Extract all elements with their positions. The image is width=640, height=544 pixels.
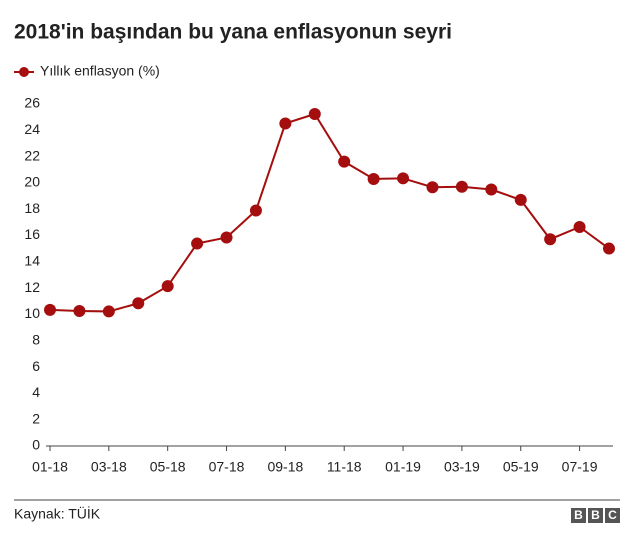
y-tick-label: 16 <box>24 226 40 242</box>
y-tick-label: 26 <box>24 95 40 111</box>
y-tick-label: 18 <box>24 200 40 216</box>
marker <box>573 220 586 233</box>
x-tick-label: 11-18 <box>327 459 362 475</box>
logo-box <box>605 508 620 523</box>
x-tick-label: 09-18 <box>267 459 303 475</box>
logo-box <box>588 508 603 523</box>
y-tick-label: 8 <box>32 331 40 347</box>
y-tick-label: 6 <box>32 358 40 374</box>
y-tick-label: 4 <box>32 384 40 400</box>
marker <box>44 303 56 316</box>
logo-letter: B <box>574 508 583 522</box>
marker <box>603 242 615 255</box>
marker <box>455 180 468 193</box>
y-tick-label: 20 <box>24 174 40 190</box>
marker <box>102 305 115 318</box>
y-tick-label: 14 <box>24 253 40 269</box>
marker <box>338 155 351 168</box>
marker <box>426 181 439 194</box>
marker <box>249 204 262 217</box>
marker <box>397 172 410 185</box>
marker <box>73 305 86 318</box>
line <box>49 112 610 313</box>
chart-title: 2018'in başından bu yana enflasyonun sey… <box>14 21 452 44</box>
x-tick-label: 01-18 <box>32 459 68 475</box>
marker <box>191 237 204 250</box>
legend-label: Yıllık enflasyon (%) <box>40 63 160 79</box>
marker <box>308 107 321 120</box>
marker <box>161 280 174 293</box>
y-tick-label: 22 <box>24 147 40 163</box>
x-tick-label: 05-18 <box>150 459 186 475</box>
x-tick-label: 07-19 <box>562 459 598 475</box>
source: Kaynak: TÜİK <box>14 505 101 522</box>
marker <box>514 193 527 206</box>
x-tick-label: 03-18 <box>91 459 127 475</box>
legend-marker <box>19 67 29 77</box>
y-tick-label: 24 <box>24 121 40 137</box>
marker <box>485 183 498 196</box>
x-tick-label: 03-19 <box>444 459 480 475</box>
y-tick-label: 0 <box>32 437 40 453</box>
x-tick-label: 05-19 <box>503 459 539 475</box>
y-tick-label: 2 <box>32 410 40 426</box>
y-tick-label: 12 <box>24 279 40 295</box>
marker <box>220 231 233 244</box>
logo-box <box>571 508 586 523</box>
marker <box>544 233 557 246</box>
marker <box>132 297 145 310</box>
logo-letter: B <box>591 508 600 522</box>
logo-letter: C <box>608 508 617 522</box>
x-tick-label: 01-19 <box>385 459 421 475</box>
marker <box>367 172 380 185</box>
y-tick-label: 10 <box>24 305 40 321</box>
x-tick-label: 07-18 <box>209 459 245 475</box>
marker <box>279 117 292 130</box>
